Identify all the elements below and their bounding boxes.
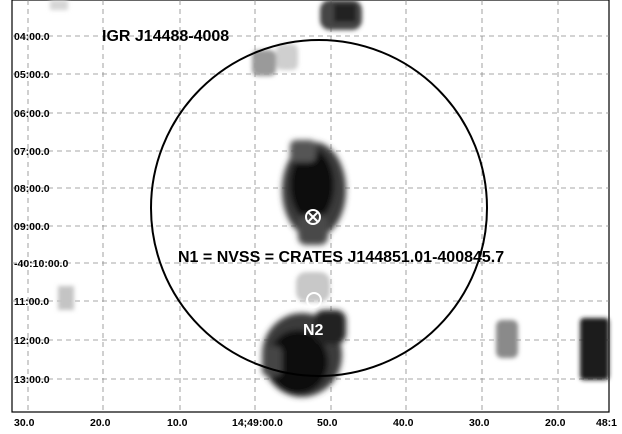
source-title: IGR J14488-4008 [102, 28, 229, 45]
dec-tick-label: 09:00.0 [14, 221, 50, 233]
source-id-label: N1 = NVSS = CRATES J144851.01-400845.7 [178, 249, 504, 266]
ra-tick-label: 20.0 [90, 417, 111, 429]
ra-tick-label: 14;49:00.0 [232, 417, 283, 429]
error-circle [150, 39, 488, 377]
ra-tick-label: 50.0 [317, 417, 338, 429]
dec-tick-label: 13:00.0 [14, 374, 50, 386]
dec-tick-label: -40:10:00.0 [14, 258, 68, 270]
dec-tick-label: 05:00.0 [14, 69, 50, 81]
dec-tick-label: 11:00.0 [14, 296, 49, 308]
dec-tick-label: 06:00.0 [14, 108, 50, 120]
ra-axis-labels: 30.0 20.0 10.0 14;49:00.0 50.0 40.0 30.0… [14, 417, 617, 429]
ra-tick-label: 40.0 [393, 417, 414, 429]
ra-tick-label: 10.0 [167, 417, 188, 429]
ra-tick-label: 20.0 [545, 417, 566, 429]
n2-label: N2 [303, 322, 324, 339]
dec-tick-label: 08:00.0 [14, 183, 50, 195]
dec-tick-label: 07:00.0 [14, 146, 50, 158]
dec-axis-labels: 04:00.0 05:00.0 06:00.0 07:00.0 08:00.0 … [14, 31, 68, 386]
ra-tick-label: 30.0 [469, 417, 490, 429]
n1-marker [305, 209, 321, 225]
xray-emission [50, 0, 609, 397]
ra-tick-label: 48:1 [596, 417, 617, 429]
dec-tick-label: 04:00.0 [14, 31, 50, 43]
n2-marker [306, 292, 322, 308]
ra-tick-label: 30.0 [14, 417, 35, 429]
dec-tick-label: 12:00.0 [14, 335, 50, 347]
